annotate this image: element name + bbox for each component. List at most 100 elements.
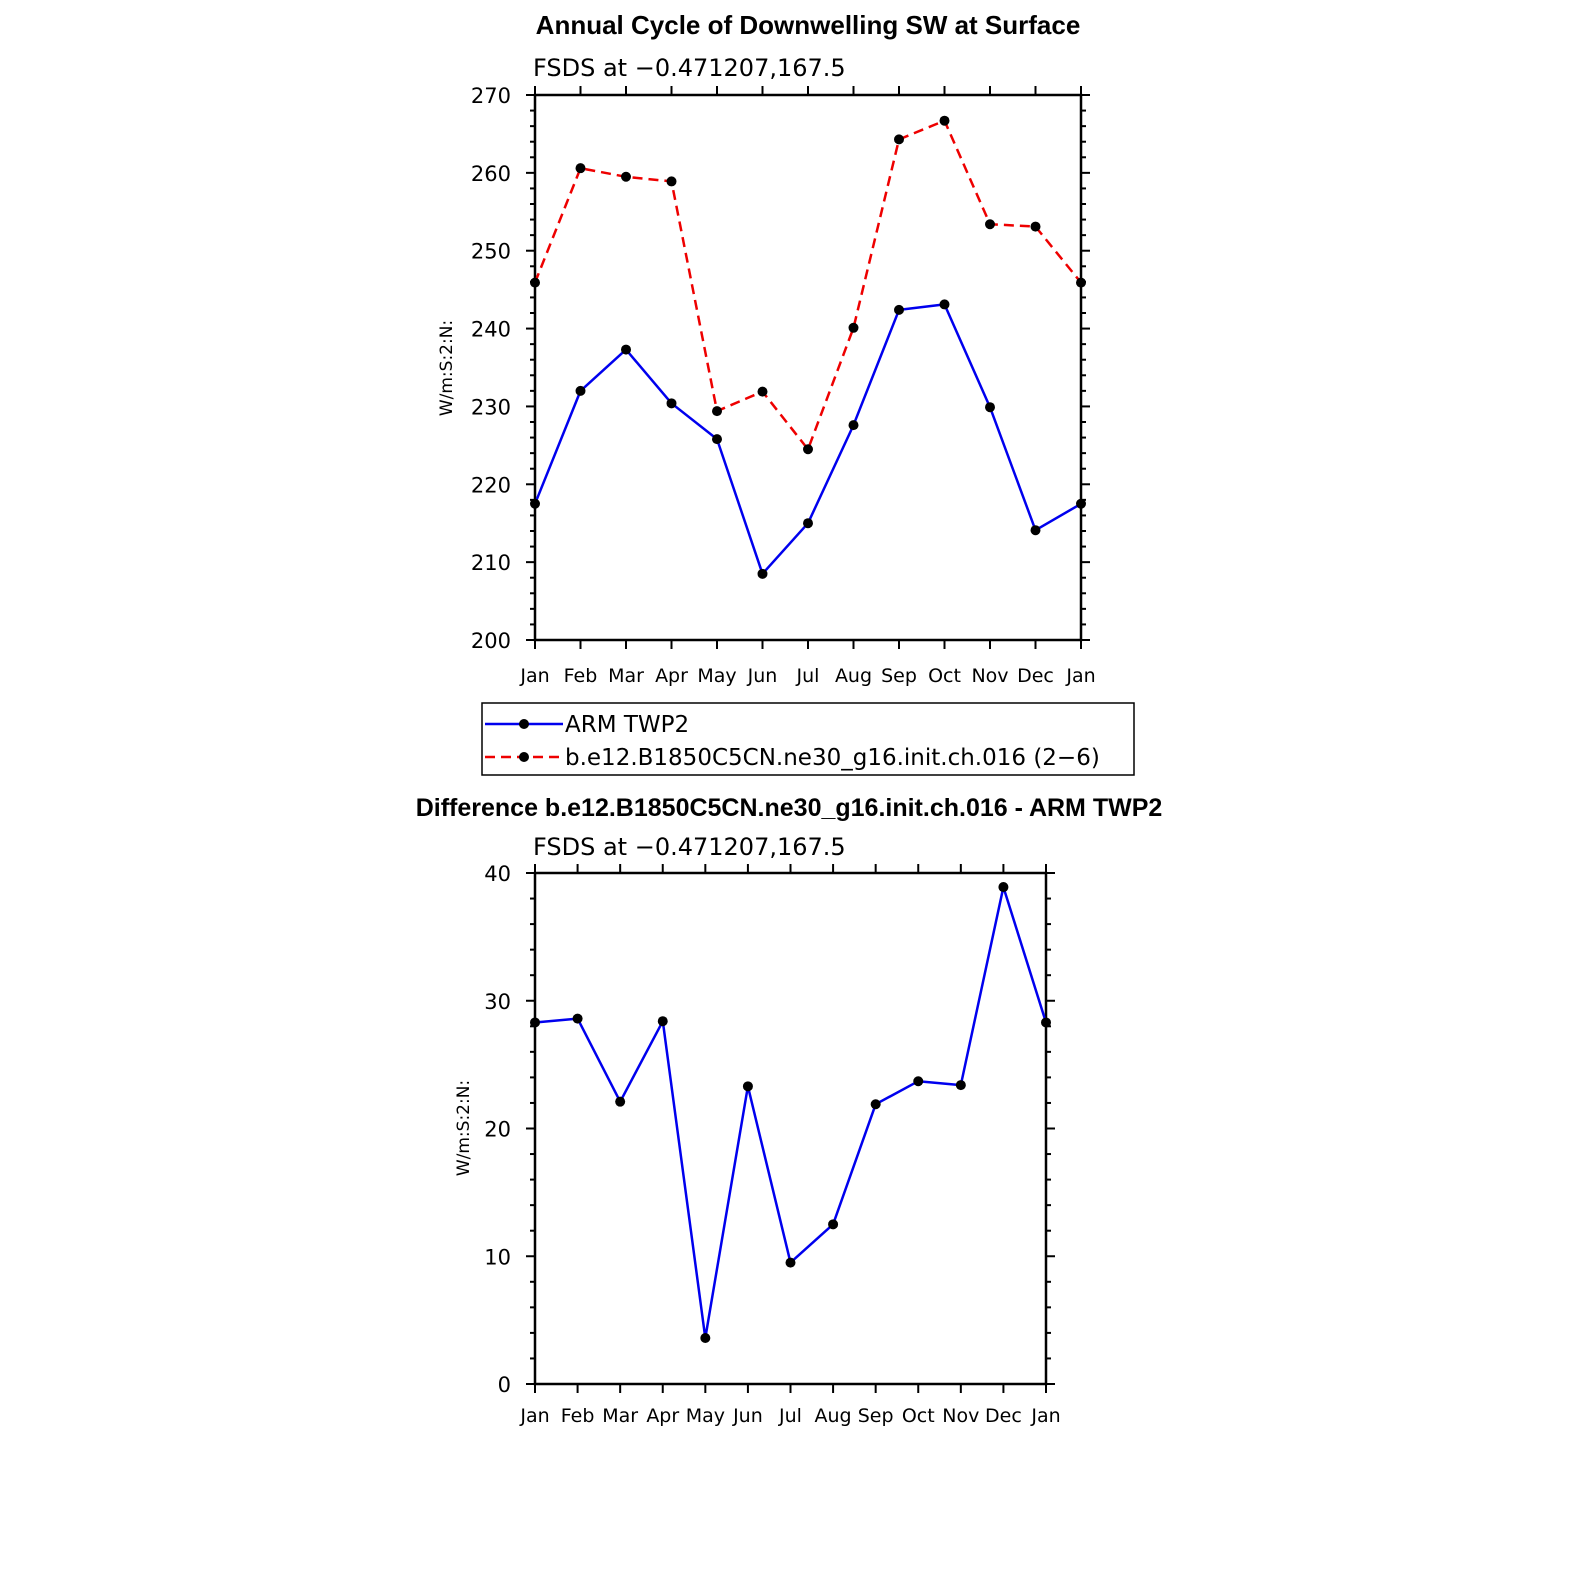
plot-frame [533, 871, 1048, 1386]
x-tick-label: Apr [655, 665, 688, 687]
x-tick-label: Sep [881, 665, 917, 687]
x-tick-label: May [686, 1405, 725, 1427]
data-point [1076, 498, 1086, 509]
data-point [757, 568, 768, 579]
chart-subtitle: FSDS at −0.471207,167.5 [533, 54, 846, 82]
legend-box [481, 702, 1135, 776]
data-point [828, 1219, 839, 1230]
x-tick-label: Dec [985, 1405, 1022, 1427]
data-point [575, 163, 586, 174]
y-tick-label: 240 [471, 318, 511, 342]
data-point [1041, 1017, 1051, 1028]
x-tick-label: Mar [608, 665, 644, 687]
x-tick-label: Dec [1017, 665, 1054, 687]
x-tick-label: Nov [942, 1405, 979, 1427]
axis-ticks [526, 864, 1055, 1393]
x-tick-label: Aug [835, 665, 872, 687]
data-point [894, 304, 904, 315]
x-tick-label: Jul [796, 665, 820, 687]
x-tick-label: Jan [1065, 665, 1095, 687]
legend-label-model: b.e12.B1850C5CN.ne30_g16.init.ch.016 (2−… [565, 745, 1100, 771]
data-point [848, 322, 859, 333]
x-tick-label: Sep [858, 1405, 894, 1427]
y-tick-labels: 200 210 220 230 240 250 260 270 [471, 84, 511, 653]
data-point [985, 219, 995, 230]
data-point [712, 434, 722, 445]
y-tick-label: 260 [471, 162, 511, 186]
legend-entry-model: b.e12.B1850C5CN.ne30_g16.init.ch.016 (2−… [485, 745, 1100, 771]
y-tick-label: 30 [484, 990, 511, 1014]
data-point [894, 134, 904, 145]
y-tick-label: 230 [471, 395, 511, 419]
data-point [803, 518, 813, 529]
data-point [939, 115, 950, 126]
data-point [530, 498, 540, 509]
x-tick-label: Feb [561, 1405, 595, 1427]
y-tick-label: 10 [484, 1245, 511, 1269]
y-tick-label: 220 [471, 473, 511, 497]
data-point [575, 385, 586, 396]
data-point [913, 1076, 924, 1087]
y-tick-label: 210 [471, 551, 511, 575]
data-point [870, 1099, 881, 1110]
data-point [621, 344, 631, 355]
data-point [1030, 525, 1041, 536]
data-point [700, 1333, 711, 1344]
data-point [712, 406, 722, 417]
data-point [1030, 221, 1041, 232]
y-tick-label: 200 [471, 629, 511, 653]
data-point [955, 1080, 966, 1091]
x-tick-label: Jan [519, 1405, 549, 1427]
data-point [742, 1081, 753, 1092]
data-point [621, 171, 631, 182]
data-point [615, 1096, 626, 1107]
x-tick-labels: Jan Feb Mar Apr May Jun Jul Aug Sep Oct Nov Dec Jan [519, 665, 1095, 687]
x-tick-label: Jan [1030, 1405, 1060, 1427]
y-tick-label: 40 [484, 862, 511, 886]
data-point [848, 420, 859, 431]
series-line-0 [533, 303, 1082, 576]
y-axis-label: W/m:S:2:N: [454, 1080, 474, 1176]
legend-marker-arm [519, 719, 529, 729]
y-tick-labels: 0 10 20 30 40 [484, 862, 511, 1397]
chart-title: Annual Cycle of Downwelling SW at Surfac… [536, 10, 1081, 40]
data-point [530, 277, 540, 288]
y-tick-label: 0 [498, 1373, 511, 1397]
x-tick-labels: Jan Feb Mar Apr May Jun Jul Aug Sep Oct Nov Dec Jan [519, 1405, 1060, 1427]
chart-subtitle: FSDS at −0.471207,167.5 [533, 833, 846, 861]
x-tick-label: Jun [747, 665, 778, 687]
chart-title: Difference b.e12.B1850C5CN.ne30_g16.init… [416, 794, 1163, 822]
chart-difference: Difference b.e12.B1850C5CN.ne30_g16.init… [416, 794, 1163, 1427]
x-tick-label: Mar [602, 1405, 638, 1427]
x-tick-label: Apr [646, 1405, 679, 1427]
x-tick-label: Jan [519, 665, 549, 687]
legend-entry-arm: ARM TWP2 [485, 712, 689, 738]
legend-label-arm: ARM TWP2 [565, 712, 689, 738]
data-point [985, 402, 995, 413]
legend: ARM TWP2 b.e12.B1850C5CN.ne30_g16.init.c… [481, 702, 1135, 776]
data-point [1076, 277, 1086, 288]
x-tick-label: Jun [732, 1405, 763, 1427]
data-point [939, 299, 950, 310]
data-point [757, 386, 768, 397]
data-point [572, 1013, 583, 1024]
data-point [530, 1017, 540, 1028]
x-tick-label: Oct [928, 665, 961, 687]
x-tick-label: Feb [564, 665, 598, 687]
axis-ticks [526, 86, 1090, 649]
series-group [530, 882, 1051, 1344]
series-line-0 [534, 885, 1048, 1340]
y-tick-label: 20 [484, 1118, 511, 1142]
series-group [530, 115, 1086, 579]
y-tick-label: 250 [471, 240, 511, 264]
y-tick-label: 270 [471, 84, 511, 108]
data-point [803, 444, 813, 455]
x-tick-label: May [697, 665, 736, 687]
chart-annual-cycle: Annual Cycle of Downwelling SW at Surfac… [437, 10, 1096, 687]
x-tick-label: Aug [815, 1405, 852, 1427]
data-point [666, 176, 677, 187]
data-point [666, 398, 677, 409]
plot-frame [533, 93, 1083, 642]
data-point [657, 1016, 668, 1027]
